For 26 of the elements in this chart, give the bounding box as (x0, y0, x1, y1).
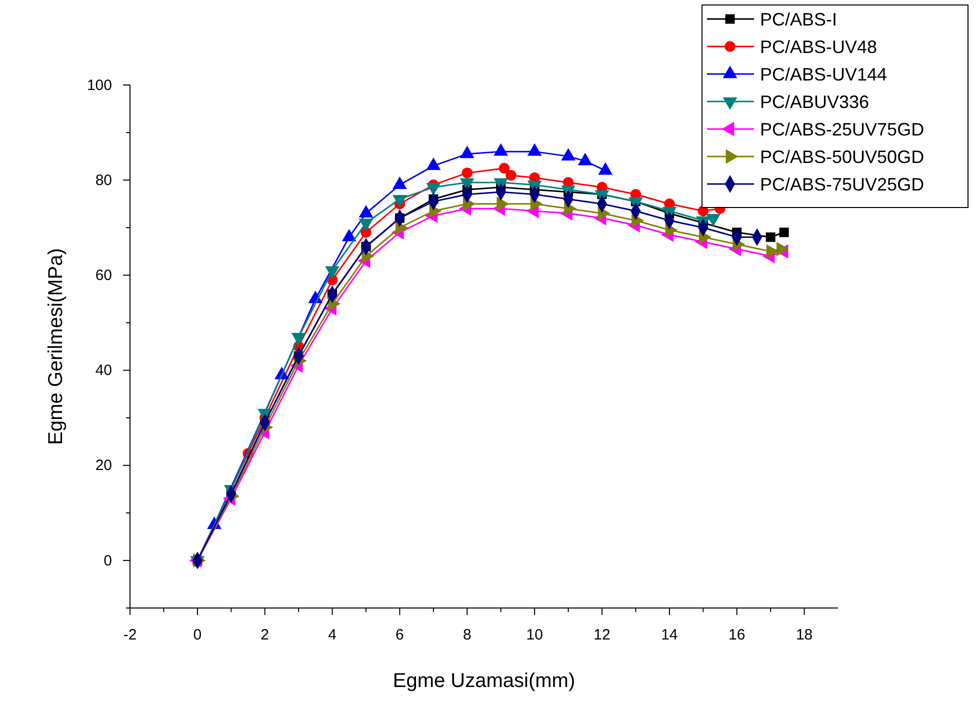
legend-label: PC/ABS-50UV50GD (760, 146, 924, 167)
legend-label: PC/ABS-75UV25GD (760, 174, 924, 194)
legend-label: PC/ABS-UV48 (760, 36, 878, 57)
x-axis-title: Egme Uzamasi(mm) (392, 670, 576, 692)
y-tick-label: 60 (95, 266, 112, 284)
y-tick-label: 100 (86, 76, 112, 94)
y-tick-label: 0 (104, 552, 112, 570)
y-tick-label: 40 (95, 362, 112, 380)
y-axis-title: Egme Gerilmesi(MPa) (45, 248, 67, 445)
x-tick-label: 18 (796, 626, 813, 644)
x-tick-label: 8 (462, 626, 472, 644)
x-tick-label: 2 (260, 626, 270, 644)
x-tick-label: 4 (328, 626, 336, 644)
x-tick-label: 6 (396, 626, 404, 644)
x-tick-label: 0 (193, 626, 202, 644)
x-tick-label: 16 (728, 626, 746, 644)
y-tick-label: 20 (95, 457, 112, 474)
legend-label: PC/ABS-25UV75GD (760, 119, 924, 140)
x-tick-label: 10 (526, 626, 543, 644)
legend-label: PC/ABS-UV144 (760, 64, 888, 84)
x-tick-label: 14 (661, 626, 678, 644)
y-tick-label: 80 (95, 172, 112, 189)
legend-label: PC/ABS-I (760, 9, 838, 30)
x-tick-label: -2 (123, 626, 137, 644)
legend-label: PC/ABUV336 (760, 92, 870, 112)
x-tick-label: 12 (594, 626, 610, 644)
